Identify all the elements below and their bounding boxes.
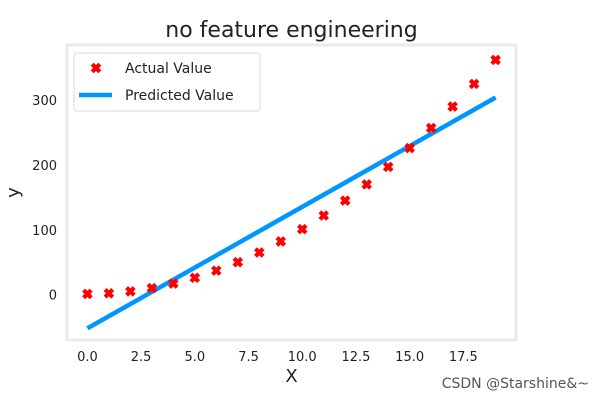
y-tick-label: 300 xyxy=(32,94,57,109)
y-axis-label: y xyxy=(3,187,24,198)
x-tick-label: 5.0 xyxy=(184,350,205,365)
actual-value-point xyxy=(447,101,458,112)
actual-value-point xyxy=(189,272,201,284)
y-tick-label: 100 xyxy=(32,224,57,239)
actual-value-point xyxy=(296,223,308,235)
actual-value-point xyxy=(318,210,330,221)
x-tick-label: 10.0 xyxy=(288,350,317,365)
legend-box xyxy=(73,52,261,112)
watermark-text: CSDN @Starshine&~ xyxy=(441,376,589,392)
legend-marker-actual xyxy=(90,62,102,74)
x-tick-label: 15.0 xyxy=(395,350,424,365)
chart-title: no feature engineering xyxy=(165,18,417,43)
actual-value-point xyxy=(490,54,501,66)
y-tick-label: 0 xyxy=(49,289,57,304)
actual-value-point xyxy=(425,122,437,134)
actual-value-point xyxy=(211,265,222,276)
y-tick-label: 200 xyxy=(32,159,57,174)
x-tick-label: 0.0 xyxy=(77,350,98,365)
x-axis-label: X xyxy=(285,366,297,387)
actual-value-point xyxy=(168,278,179,289)
x-tick-label: 17.5 xyxy=(449,350,478,365)
actual-value-point xyxy=(103,288,115,299)
actual-value-point xyxy=(253,247,265,258)
x-tick-label: 12.5 xyxy=(341,350,370,365)
actual-value-point xyxy=(82,288,93,300)
actual-value-point xyxy=(339,195,351,206)
legend-label-actual: Actual Value xyxy=(125,61,212,77)
actual-value-point xyxy=(382,161,394,173)
actual-value-point xyxy=(232,256,244,268)
actual-value-point xyxy=(275,236,287,247)
x-tick-label: 7.5 xyxy=(238,350,259,365)
legend-label-predicted: Predicted Value xyxy=(125,88,234,104)
actual-value-point xyxy=(361,179,372,190)
actual-value-point xyxy=(125,286,136,297)
actual-value-point xyxy=(404,142,415,154)
actual-value-point xyxy=(146,282,158,294)
actual-value-point xyxy=(468,78,480,90)
x-tick-label: 2.5 xyxy=(131,350,152,365)
